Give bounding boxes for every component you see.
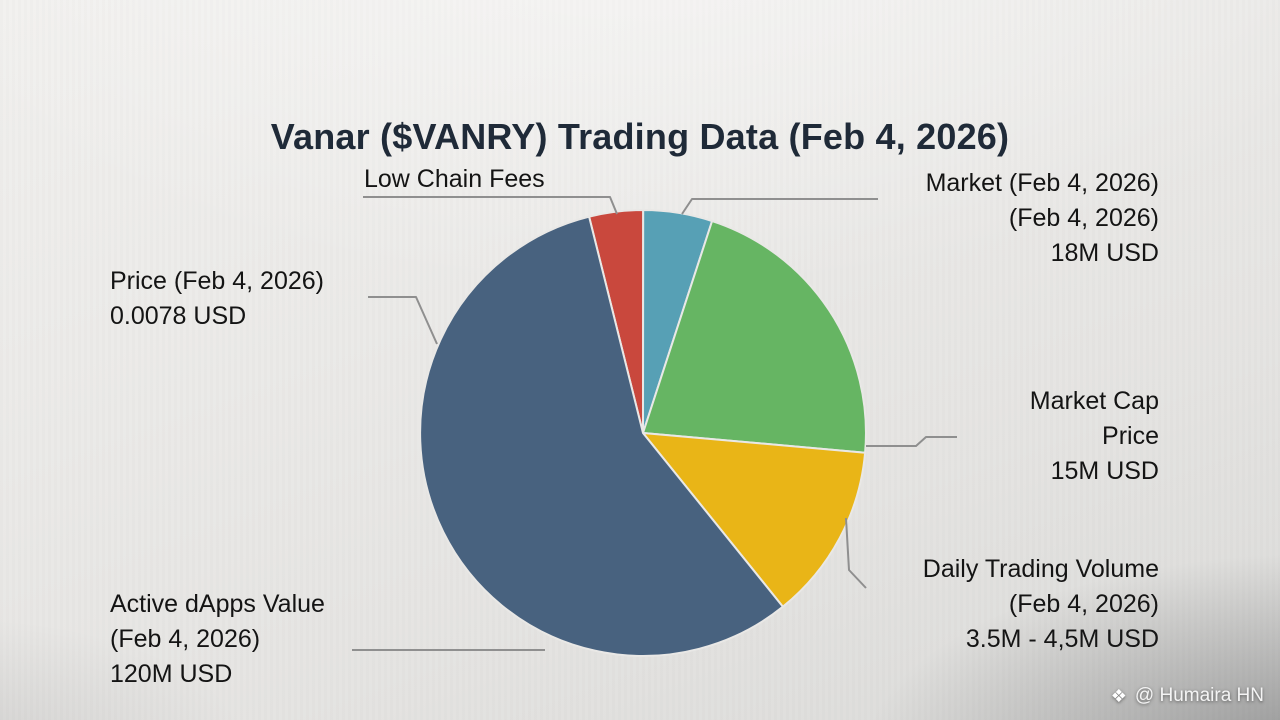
label-market-cap: Market Cap Price 15M USD xyxy=(1030,384,1159,489)
label-price: Price (Feb 4, 2026) 0.0078 USD xyxy=(110,264,324,334)
label-daily-trading-volume: Daily Trading Volume (Feb 4, 2026) 3.5M … xyxy=(923,552,1159,657)
leader-line-market xyxy=(681,198,878,215)
leader-line-daily-volume xyxy=(845,517,867,589)
label-market: Market (Feb 4, 2026) (Feb 4, 2026) 18M U… xyxy=(926,166,1159,271)
label-line: Market Cap xyxy=(1029,387,1159,415)
label-line: Low Chain Fees xyxy=(364,165,545,193)
leader-line-market-cap xyxy=(866,436,957,447)
label-line: 120M USD xyxy=(110,660,233,688)
pie-slice xyxy=(419,215,784,657)
label-line: Price xyxy=(1102,422,1159,450)
label-line: Daily Trading Volume xyxy=(922,555,1159,583)
label-line: Active dApps Value xyxy=(110,590,325,618)
label-line: Market (Feb 4, 2026) xyxy=(925,169,1159,197)
pie-slice xyxy=(642,220,867,454)
label-low-chain-fees: Low Chain Fees xyxy=(364,162,545,197)
label-line: Price (Feb 4, 2026) xyxy=(110,267,324,295)
label-line: (Feb 4, 2026) xyxy=(1008,204,1159,232)
pie-slices xyxy=(419,208,867,657)
label-line: (Feb 4, 2026) xyxy=(110,625,261,653)
label-line: (Feb 4, 2026) xyxy=(1008,590,1159,618)
leader-line-low-chain-fees xyxy=(363,196,618,215)
label-line: 0.0078 USD xyxy=(110,302,247,330)
watermark-handle: @ Humaira HN xyxy=(1134,685,1264,706)
chart-title: Vanar ($VANRY) Trading Data (Feb 4, 2026… xyxy=(270,116,1010,158)
pie-slice xyxy=(642,432,867,608)
label-line: 15M USD xyxy=(1050,457,1159,485)
label-active-dapps-value: Active dApps Value (Feb 4, 2026) 120M US… xyxy=(110,587,325,692)
label-line: 3.5M - 4,5M USD xyxy=(965,625,1159,653)
binance-diamond-icon: ❖ xyxy=(1110,686,1127,706)
leader-line-price xyxy=(368,296,438,345)
label-line: 18M USD xyxy=(1050,239,1159,267)
watermark: ❖ @ Humaira HN xyxy=(1111,685,1264,707)
